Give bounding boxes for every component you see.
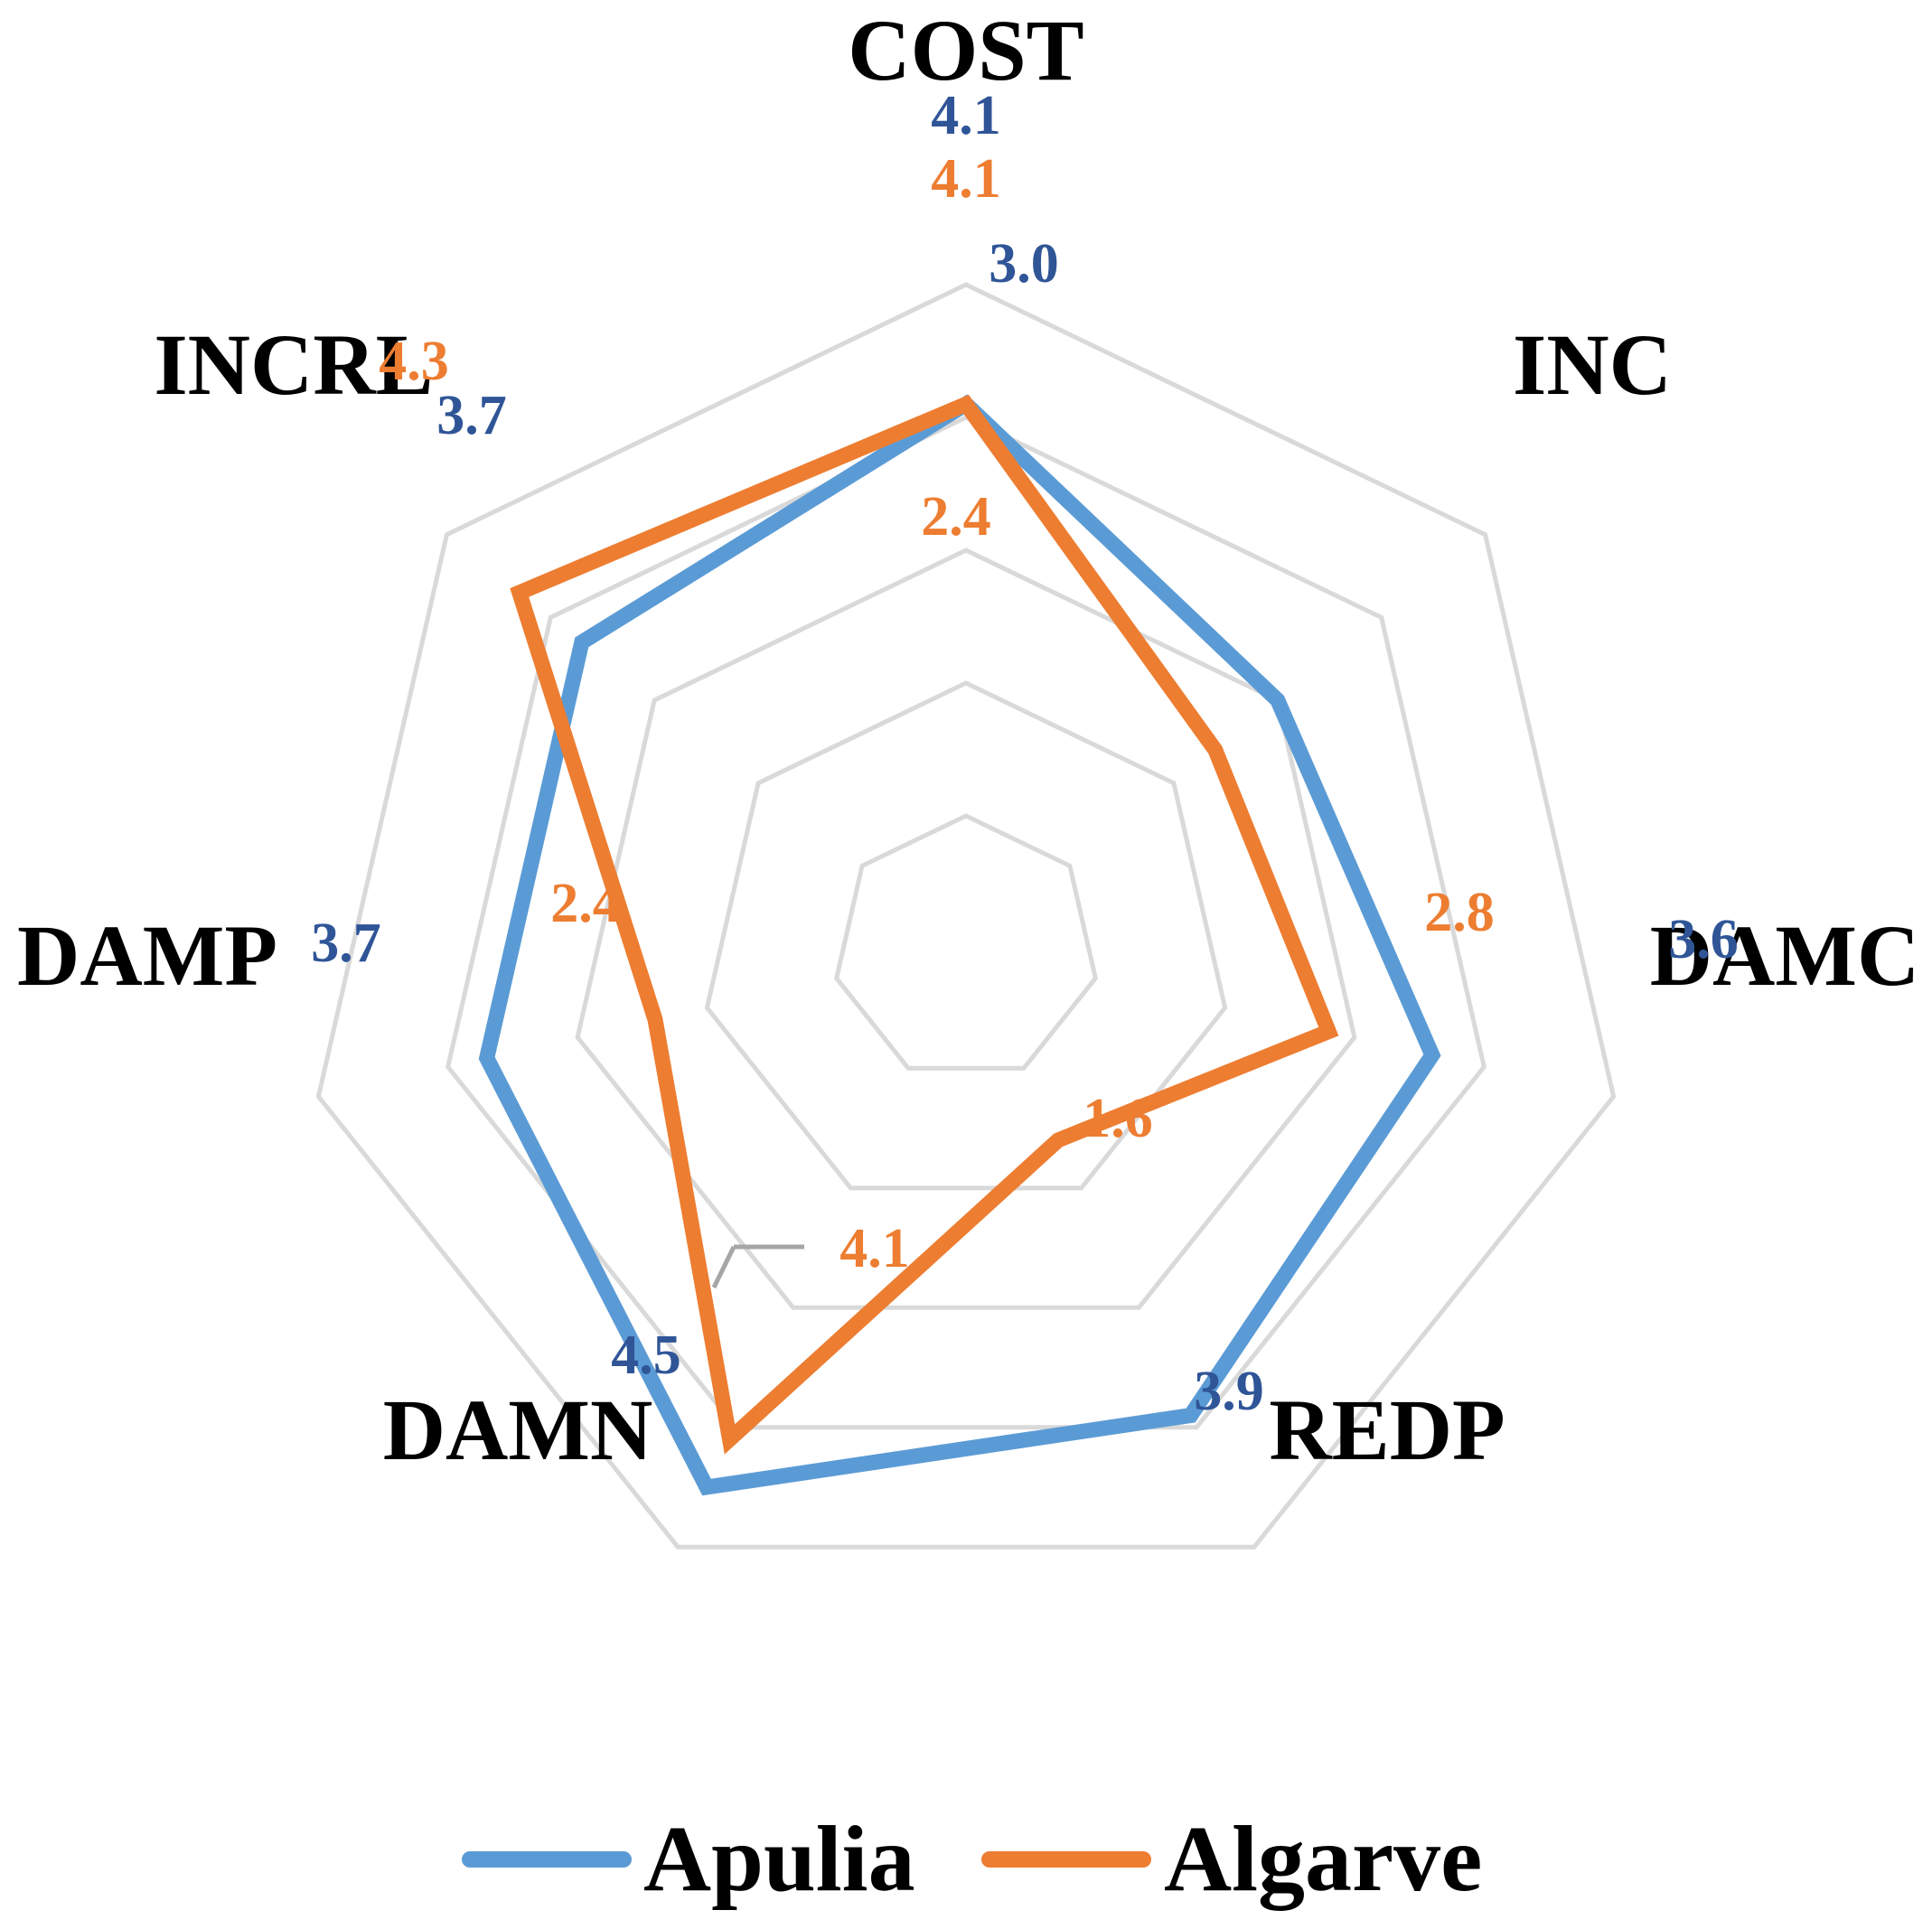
series-line-apulia (478, 394, 1441, 1496)
grid-ring-5 (315, 282, 1617, 1550)
data-labels: 4.1 3.0 3.6 3.9 4.5 3.7 3.7 4.1 2.4 2.8 1.6 4.1 2.4 4… (311, 85, 1739, 1422)
data-label-algarve-damn: 4.1 (839, 1218, 910, 1279)
axis-label-inc: INC (1513, 316, 1672, 413)
axis-label-damp: DAMP (17, 907, 277, 1004)
grid-ring-3 (575, 548, 1357, 1310)
legend-label-apulia: Apulia (643, 1807, 915, 1911)
axis-label-cost: COST (848, 2, 1083, 98)
data-label-apulia-cost: 4.1 (931, 85, 1001, 146)
data-label-apulia-damp: 3.7 (311, 913, 381, 974)
data-label-apulia-damn: 4.5 (611, 1325, 681, 1386)
axis-label-damn: DAMN (383, 1381, 653, 1478)
grid-ring-4 (445, 415, 1487, 1430)
data-label-leader-line (711, 1245, 736, 1289)
axis-label-redp: REDP (1269, 1381, 1505, 1478)
radar-grid (315, 282, 1617, 1550)
radar-series (478, 394, 1441, 1496)
series-line-algarve (510, 394, 1339, 1455)
data-label-apulia-damc: 3.6 (1668, 909, 1739, 970)
axis-labels: COST INC DAMC REDP DAMN DAMP INCRL (17, 2, 1919, 1478)
legend: Apulia Algarve (462, 1807, 1482, 1911)
data-label-algarve-damp: 2.4 (550, 873, 621, 934)
data-label-algarve-redp: 1.6 (1083, 1088, 1153, 1149)
data-label-apulia-incrl: 3.7 (436, 385, 507, 446)
data-label-algarve-inc: 2.4 (921, 486, 991, 548)
data-label-algarve-cost: 4.1 (931, 148, 1001, 210)
legend-label-algarve: Algarve (1164, 1807, 1482, 1911)
axis-label-incrl: INCRL (154, 316, 433, 413)
data-label-apulia-redp: 3.9 (1194, 1361, 1264, 1422)
data-label-apulia-inc: 3.0 (989, 233, 1059, 295)
grid-ring-1 (833, 813, 1099, 1071)
axis-label-damc: DAMC (1650, 907, 1920, 1004)
data-label-algarve-incrl: 4.3 (379, 331, 449, 392)
data-label-algarve-damc: 2.8 (1424, 882, 1495, 943)
grid-ring-2 (704, 680, 1228, 1191)
